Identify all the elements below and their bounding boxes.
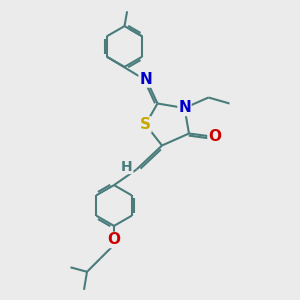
Text: S: S xyxy=(140,117,151,132)
Text: N: N xyxy=(139,72,152,87)
Text: O: O xyxy=(208,129,221,144)
Text: H: H xyxy=(121,160,133,173)
Text: N: N xyxy=(178,100,191,116)
Text: O: O xyxy=(107,232,121,247)
